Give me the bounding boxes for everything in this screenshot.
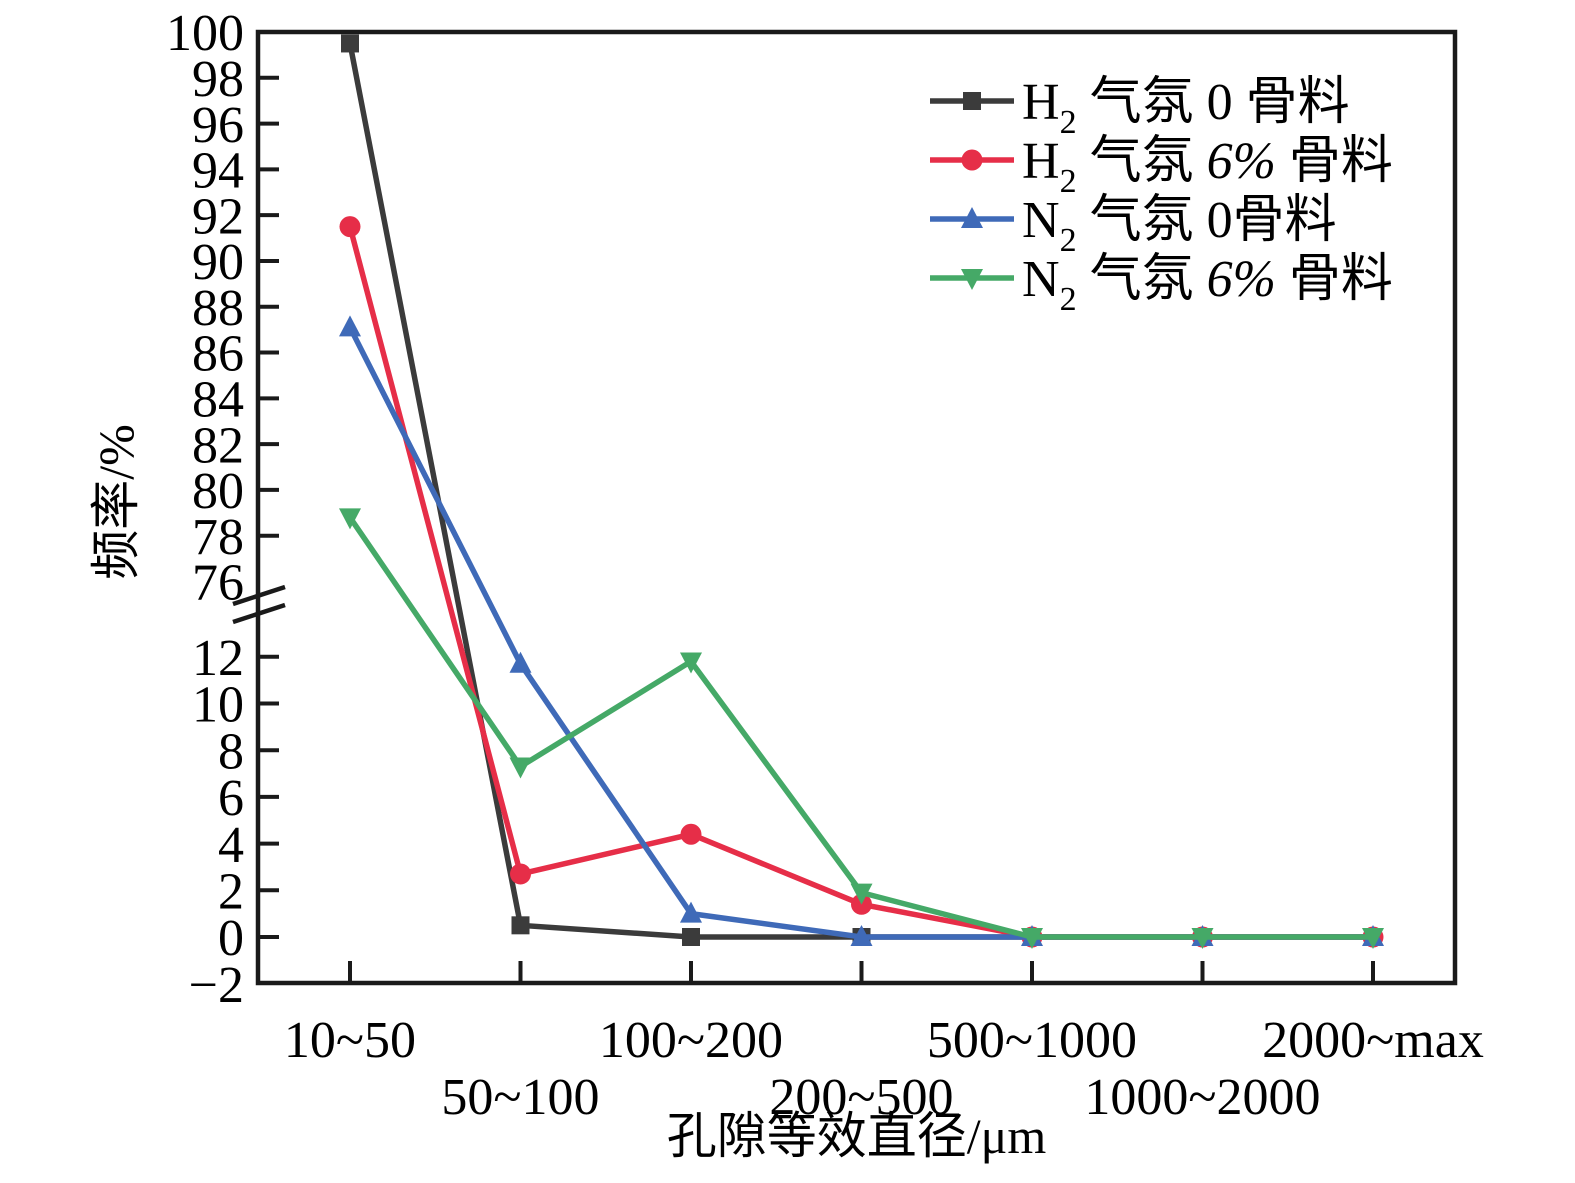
legend-label: H2 气氛 0 骨料: [1022, 74, 1350, 141]
series-1: [339, 216, 1384, 948]
data-point-marker: [680, 901, 702, 923]
y-tick-label: 6: [218, 770, 244, 827]
y-tick-label: 10: [192, 677, 244, 734]
data-point-marker: [1362, 928, 1384, 949]
y-axis-title: 频率/%: [88, 424, 144, 580]
y-tick-label: 98: [192, 51, 244, 108]
data-point-marker: [963, 92, 981, 110]
y-tick-label: 88: [192, 280, 244, 337]
break-slash: [232, 602, 286, 625]
legend-item: H2 气氛 6% 骨料: [930, 133, 1393, 200]
series-2: [339, 315, 1384, 946]
series-line: [347, 515, 1373, 940]
y-tick-label: 78: [192, 509, 244, 566]
legend-item: H2 气氛 0 骨料: [930, 74, 1350, 141]
x-tick-label: 200~500: [769, 1069, 953, 1126]
legend-label: H2 气氛 6% 骨料: [1022, 133, 1393, 200]
x-tick-label: 100~200: [599, 1012, 783, 1069]
series-3: [339, 508, 1384, 949]
y-tick-label: 82: [192, 417, 244, 474]
y-tick-label: 4: [218, 817, 244, 874]
x-tick-label: 1000~2000: [1084, 1069, 1320, 1126]
data-point-marker: [1191, 928, 1214, 949]
y-tick-label: 90: [192, 234, 244, 291]
data-point-marker: [1021, 928, 1043, 949]
y-tick-label: 84: [192, 372, 244, 429]
plot-border: [255, 29, 1458, 986]
data-point-marker: [961, 207, 983, 228]
axis-break-marks: [232, 584, 286, 625]
x-tick-label: 500~1000: [927, 1012, 1137, 1069]
y-tick-label: 80: [192, 463, 244, 520]
legend-label: N2 气氛 0骨料: [1022, 192, 1337, 259]
legend-item: N2 气氛 0骨料: [930, 192, 1337, 259]
y-tick-label: 0: [218, 910, 244, 967]
legend-item: N2 气氛 6% 骨料: [930, 251, 1393, 318]
data-point-marker: [341, 34, 359, 53]
y-tick-label: 8: [218, 723, 244, 780]
x-tick-label: 50~100: [441, 1069, 599, 1126]
data-point-marker: [339, 216, 361, 238]
data-point-marker: [682, 928, 700, 946]
data-point-marker: [511, 916, 530, 935]
data-point-marker: [339, 315, 361, 337]
y-tick-label: −2: [189, 957, 244, 1014]
y-tick-label: 92: [192, 188, 244, 245]
data-point-marker: [680, 652, 702, 674]
data-point-marker: [961, 149, 983, 171]
x-tick-label: 10~50: [284, 1012, 416, 1069]
y-tick-label: 100: [166, 5, 244, 62]
data-point-marker: [509, 757, 532, 779]
data-point-marker: [680, 823, 702, 845]
data-point-marker: [509, 651, 532, 673]
x-axis: 10~50 50~100100~200200~500500~10001000~20…: [284, 961, 1484, 1126]
data-point-marker: [510, 863, 531, 885]
y-tick-label: 2: [218, 864, 244, 921]
legend-label: N2 气氛 6% 骨料: [1022, 251, 1393, 318]
y-tick-label: 96: [192, 97, 244, 154]
break-slash: [232, 584, 286, 607]
y-tick-label: 94: [192, 143, 244, 200]
x-axis-title: 孔隙等效直径/μm: [666, 1108, 1047, 1164]
x-tick-label: 2000~max: [1262, 1012, 1484, 1069]
data-point-marker: [850, 925, 873, 946]
y-tick-label: 86: [192, 326, 244, 383]
data-point-marker: [339, 508, 361, 530]
data-point-marker: [961, 269, 983, 290]
data-point-marker: [850, 883, 873, 905]
y-tick-label: 12: [192, 630, 244, 687]
